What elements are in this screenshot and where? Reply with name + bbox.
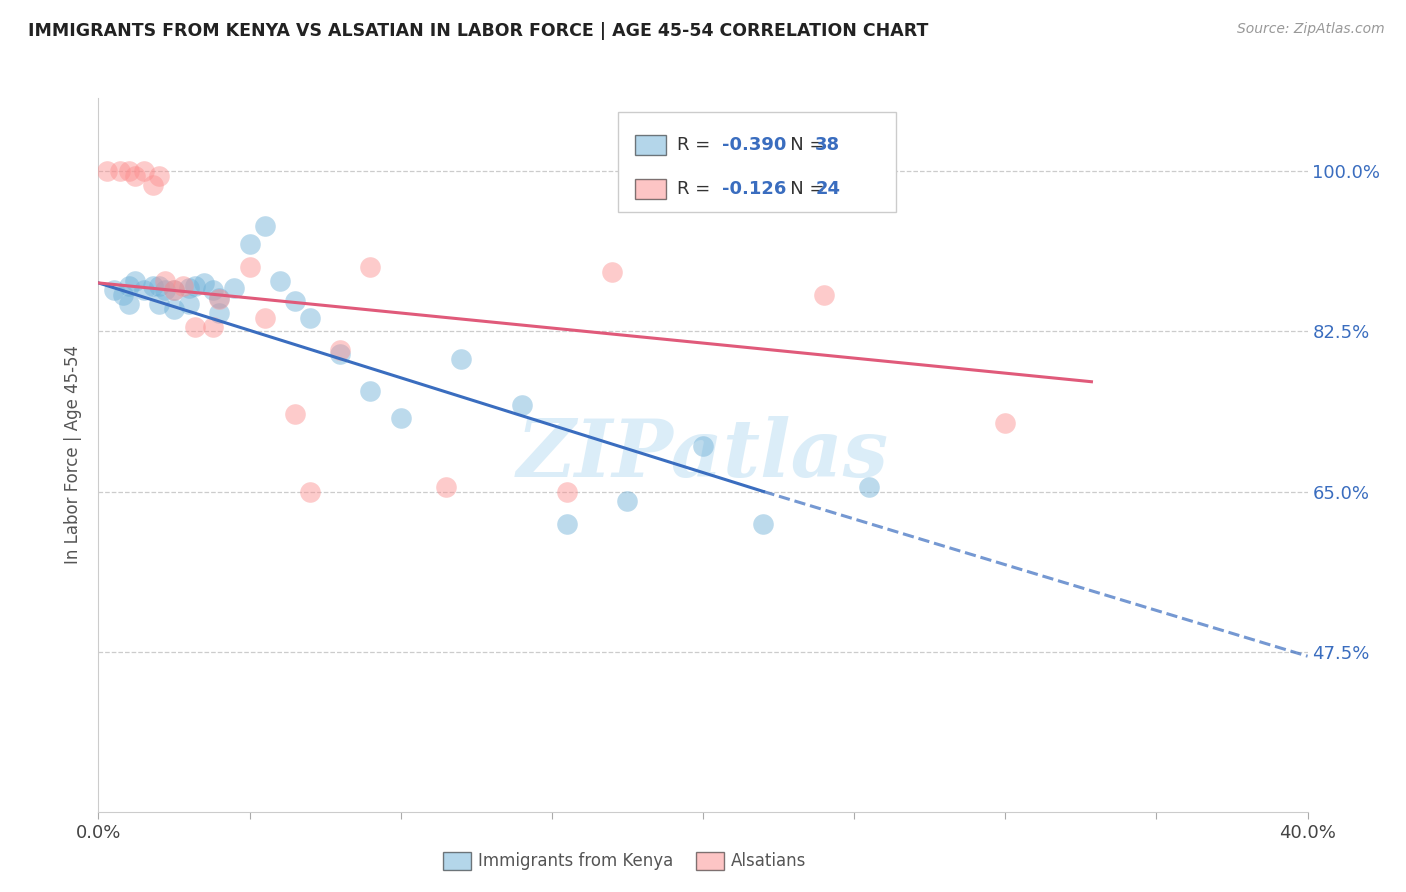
Point — [239, 237, 262, 252]
Point — [858, 480, 880, 494]
Point — [602, 265, 624, 279]
Point — [616, 493, 638, 508]
Point — [813, 288, 835, 302]
Point — [253, 310, 276, 325]
Text: 24: 24 — [815, 180, 841, 198]
Text: IMMIGRANTS FROM KENYA VS ALSATIAN IN LABOR FORCE | AGE 45-54 CORRELATION CHART: IMMIGRANTS FROM KENYA VS ALSATIAN IN LAB… — [28, 22, 928, 40]
Text: ZIPatlas: ZIPatlas — [517, 417, 889, 493]
Point — [208, 306, 231, 320]
Point — [118, 278, 141, 293]
Point — [450, 351, 472, 366]
Point — [299, 310, 322, 325]
Point — [360, 384, 382, 398]
Point — [329, 343, 352, 357]
Point — [752, 516, 775, 531]
Text: Alsatians: Alsatians — [731, 852, 807, 870]
Point — [555, 484, 578, 499]
Point — [163, 283, 186, 297]
Text: -0.390: -0.390 — [723, 136, 787, 154]
Point — [163, 301, 186, 316]
Point — [132, 164, 155, 178]
Text: Source: ZipAtlas.com: Source: ZipAtlas.com — [1237, 22, 1385, 37]
Point — [555, 516, 578, 531]
Point — [208, 291, 231, 305]
Point — [179, 297, 201, 311]
Point — [208, 293, 231, 307]
Point — [239, 260, 262, 275]
Text: Immigrants from Kenya: Immigrants from Kenya — [478, 852, 673, 870]
Point — [142, 178, 165, 192]
Point — [172, 278, 194, 293]
Point — [284, 294, 307, 309]
Text: N =: N = — [773, 180, 831, 198]
Point — [994, 416, 1017, 430]
Point — [184, 278, 207, 293]
Point — [163, 283, 186, 297]
Point — [253, 219, 276, 234]
Text: 38: 38 — [815, 136, 841, 154]
Point — [389, 411, 412, 425]
Point — [148, 278, 170, 293]
Point — [434, 480, 457, 494]
Y-axis label: In Labor Force | Age 45-54: In Labor Force | Age 45-54 — [65, 345, 83, 565]
Point — [299, 484, 322, 499]
Point — [148, 169, 170, 183]
Point — [153, 283, 176, 297]
Text: N =: N = — [773, 136, 831, 154]
Point — [269, 274, 291, 288]
Point — [510, 398, 533, 412]
Point — [179, 281, 201, 295]
Point — [96, 164, 118, 178]
Point — [111, 288, 134, 302]
Text: -0.126: -0.126 — [723, 180, 787, 198]
Point — [153, 274, 176, 288]
Text: R =: R = — [678, 180, 717, 198]
Point — [202, 283, 225, 297]
Point — [284, 407, 307, 421]
Point — [103, 283, 125, 297]
Point — [124, 169, 146, 183]
Point — [329, 347, 352, 361]
Point — [202, 319, 225, 334]
Point — [692, 439, 714, 453]
Point — [193, 276, 215, 290]
Point — [148, 297, 170, 311]
Point — [224, 281, 246, 295]
Point — [360, 260, 382, 275]
Point — [184, 319, 207, 334]
Point — [108, 164, 131, 178]
Text: R =: R = — [678, 136, 717, 154]
Point — [132, 283, 155, 297]
Point — [142, 278, 165, 293]
Point — [118, 164, 141, 178]
Point — [124, 274, 146, 288]
Point — [118, 297, 141, 311]
